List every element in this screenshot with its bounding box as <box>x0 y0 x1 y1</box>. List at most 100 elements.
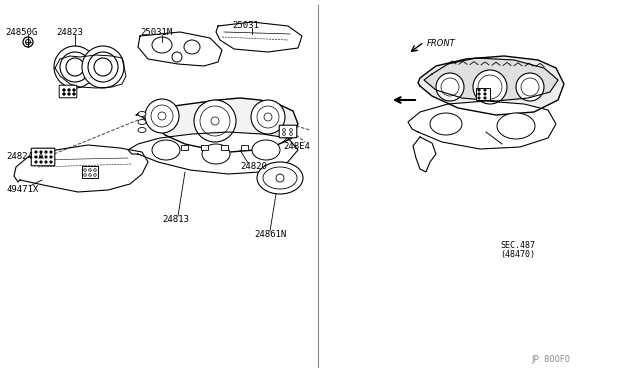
Ellipse shape <box>430 113 462 135</box>
Ellipse shape <box>263 167 297 189</box>
Text: 24824-A: 24824-A <box>6 151 44 160</box>
FancyBboxPatch shape <box>31 148 55 166</box>
Circle shape <box>473 70 507 104</box>
Circle shape <box>172 52 182 62</box>
Circle shape <box>35 151 37 153</box>
Circle shape <box>283 129 285 131</box>
FancyBboxPatch shape <box>60 85 77 98</box>
Polygon shape <box>408 101 556 149</box>
Circle shape <box>478 89 480 91</box>
Circle shape <box>200 106 230 136</box>
Circle shape <box>151 105 173 127</box>
Circle shape <box>82 46 124 88</box>
Circle shape <box>45 156 47 158</box>
Circle shape <box>68 89 70 91</box>
Text: 24813: 24813 <box>162 215 189 224</box>
Circle shape <box>73 89 76 91</box>
Bar <box>476 88 490 100</box>
Circle shape <box>45 161 47 163</box>
Circle shape <box>40 151 42 153</box>
FancyBboxPatch shape <box>279 125 297 138</box>
Circle shape <box>73 93 76 95</box>
Ellipse shape <box>152 37 172 53</box>
Circle shape <box>211 117 219 125</box>
Ellipse shape <box>138 128 146 132</box>
Bar <box>221 145 228 150</box>
Bar <box>82 166 98 178</box>
Text: 24861N: 24861N <box>254 230 286 238</box>
Circle shape <box>89 174 92 176</box>
Ellipse shape <box>152 140 180 160</box>
Circle shape <box>94 58 112 76</box>
Ellipse shape <box>138 112 146 116</box>
Polygon shape <box>424 58 558 101</box>
Circle shape <box>276 174 284 182</box>
Circle shape <box>88 52 118 82</box>
Text: SEC.487: SEC.487 <box>500 241 535 250</box>
Circle shape <box>35 161 37 163</box>
Circle shape <box>93 169 96 171</box>
Text: 25031: 25031 <box>232 20 259 29</box>
Circle shape <box>257 106 279 128</box>
Text: 24850G: 24850G <box>5 28 37 36</box>
Circle shape <box>40 161 42 163</box>
Polygon shape <box>128 132 298 174</box>
Circle shape <box>68 93 70 95</box>
Circle shape <box>436 73 464 101</box>
Bar <box>181 145 188 150</box>
Circle shape <box>63 89 65 91</box>
Circle shape <box>145 99 179 133</box>
Circle shape <box>66 58 84 76</box>
Bar <box>201 145 208 150</box>
Circle shape <box>484 97 486 99</box>
Polygon shape <box>418 56 564 115</box>
Circle shape <box>521 78 539 96</box>
Circle shape <box>289 129 292 131</box>
Circle shape <box>26 39 31 45</box>
Ellipse shape <box>184 40 200 54</box>
Circle shape <box>264 113 272 121</box>
Text: 25031M: 25031M <box>140 28 172 36</box>
Ellipse shape <box>252 140 280 160</box>
Circle shape <box>54 46 96 88</box>
Circle shape <box>478 93 480 95</box>
Circle shape <box>84 169 86 171</box>
Circle shape <box>516 73 544 101</box>
Circle shape <box>289 132 292 135</box>
Circle shape <box>50 156 52 158</box>
Circle shape <box>158 112 166 120</box>
Text: 24820: 24820 <box>240 161 267 170</box>
Circle shape <box>35 156 37 158</box>
Circle shape <box>50 161 52 163</box>
Circle shape <box>45 151 47 153</box>
Circle shape <box>93 174 96 176</box>
Text: 49471X: 49471X <box>6 185 38 193</box>
Polygon shape <box>138 32 222 66</box>
Circle shape <box>84 174 86 176</box>
Circle shape <box>63 93 65 95</box>
Circle shape <box>484 89 486 91</box>
Ellipse shape <box>257 162 303 194</box>
Circle shape <box>251 100 285 134</box>
Ellipse shape <box>497 113 535 139</box>
Ellipse shape <box>202 144 230 164</box>
Text: 248E4: 248E4 <box>283 141 310 151</box>
Polygon shape <box>14 145 148 192</box>
Circle shape <box>50 151 52 153</box>
Circle shape <box>23 37 33 47</box>
Polygon shape <box>216 22 302 52</box>
Circle shape <box>478 75 502 99</box>
Ellipse shape <box>138 119 146 125</box>
Polygon shape <box>413 137 436 172</box>
Circle shape <box>89 169 92 171</box>
Circle shape <box>484 93 486 95</box>
Bar <box>241 145 248 150</box>
Circle shape <box>283 132 285 135</box>
Text: 24823: 24823 <box>56 28 83 36</box>
Text: FRONT: FRONT <box>427 38 456 48</box>
Circle shape <box>478 97 480 99</box>
Circle shape <box>441 78 459 96</box>
Circle shape <box>60 52 90 82</box>
Text: JP: 800F0: JP: 800F0 <box>531 355 570 364</box>
Polygon shape <box>136 98 298 152</box>
